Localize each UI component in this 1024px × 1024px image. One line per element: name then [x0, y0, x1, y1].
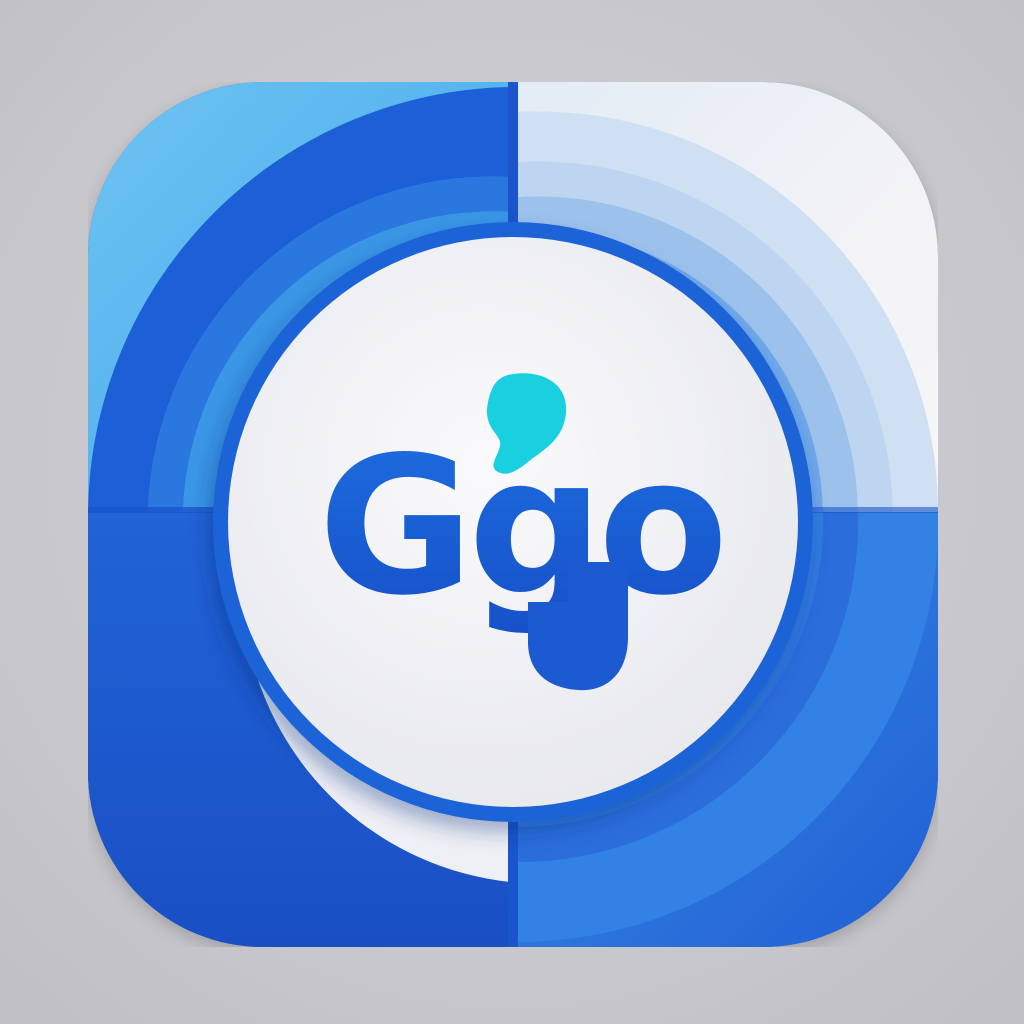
ggo-app-icon: Ggo: [88, 82, 938, 947]
ring-arc-top-left-mid: [148, 176, 510, 512]
ring-arc-top-right-mid: [516, 161, 893, 512]
wordmark-text: Ggo: [318, 416, 723, 637]
ring-arc-top-right-outer: [516, 111, 938, 512]
center-disc: [228, 237, 798, 807]
ring-arc-bottom-right-outer: [516, 512, 938, 943]
wordmark: Ggo: [318, 373, 729, 691]
ring-arc-top-left-outer: [88, 87, 510, 512]
ring-arc-bottom-right-inner: [516, 512, 859, 863]
wordmark-g-descender: [528, 562, 628, 691]
wordmark-dot: [486, 373, 567, 474]
